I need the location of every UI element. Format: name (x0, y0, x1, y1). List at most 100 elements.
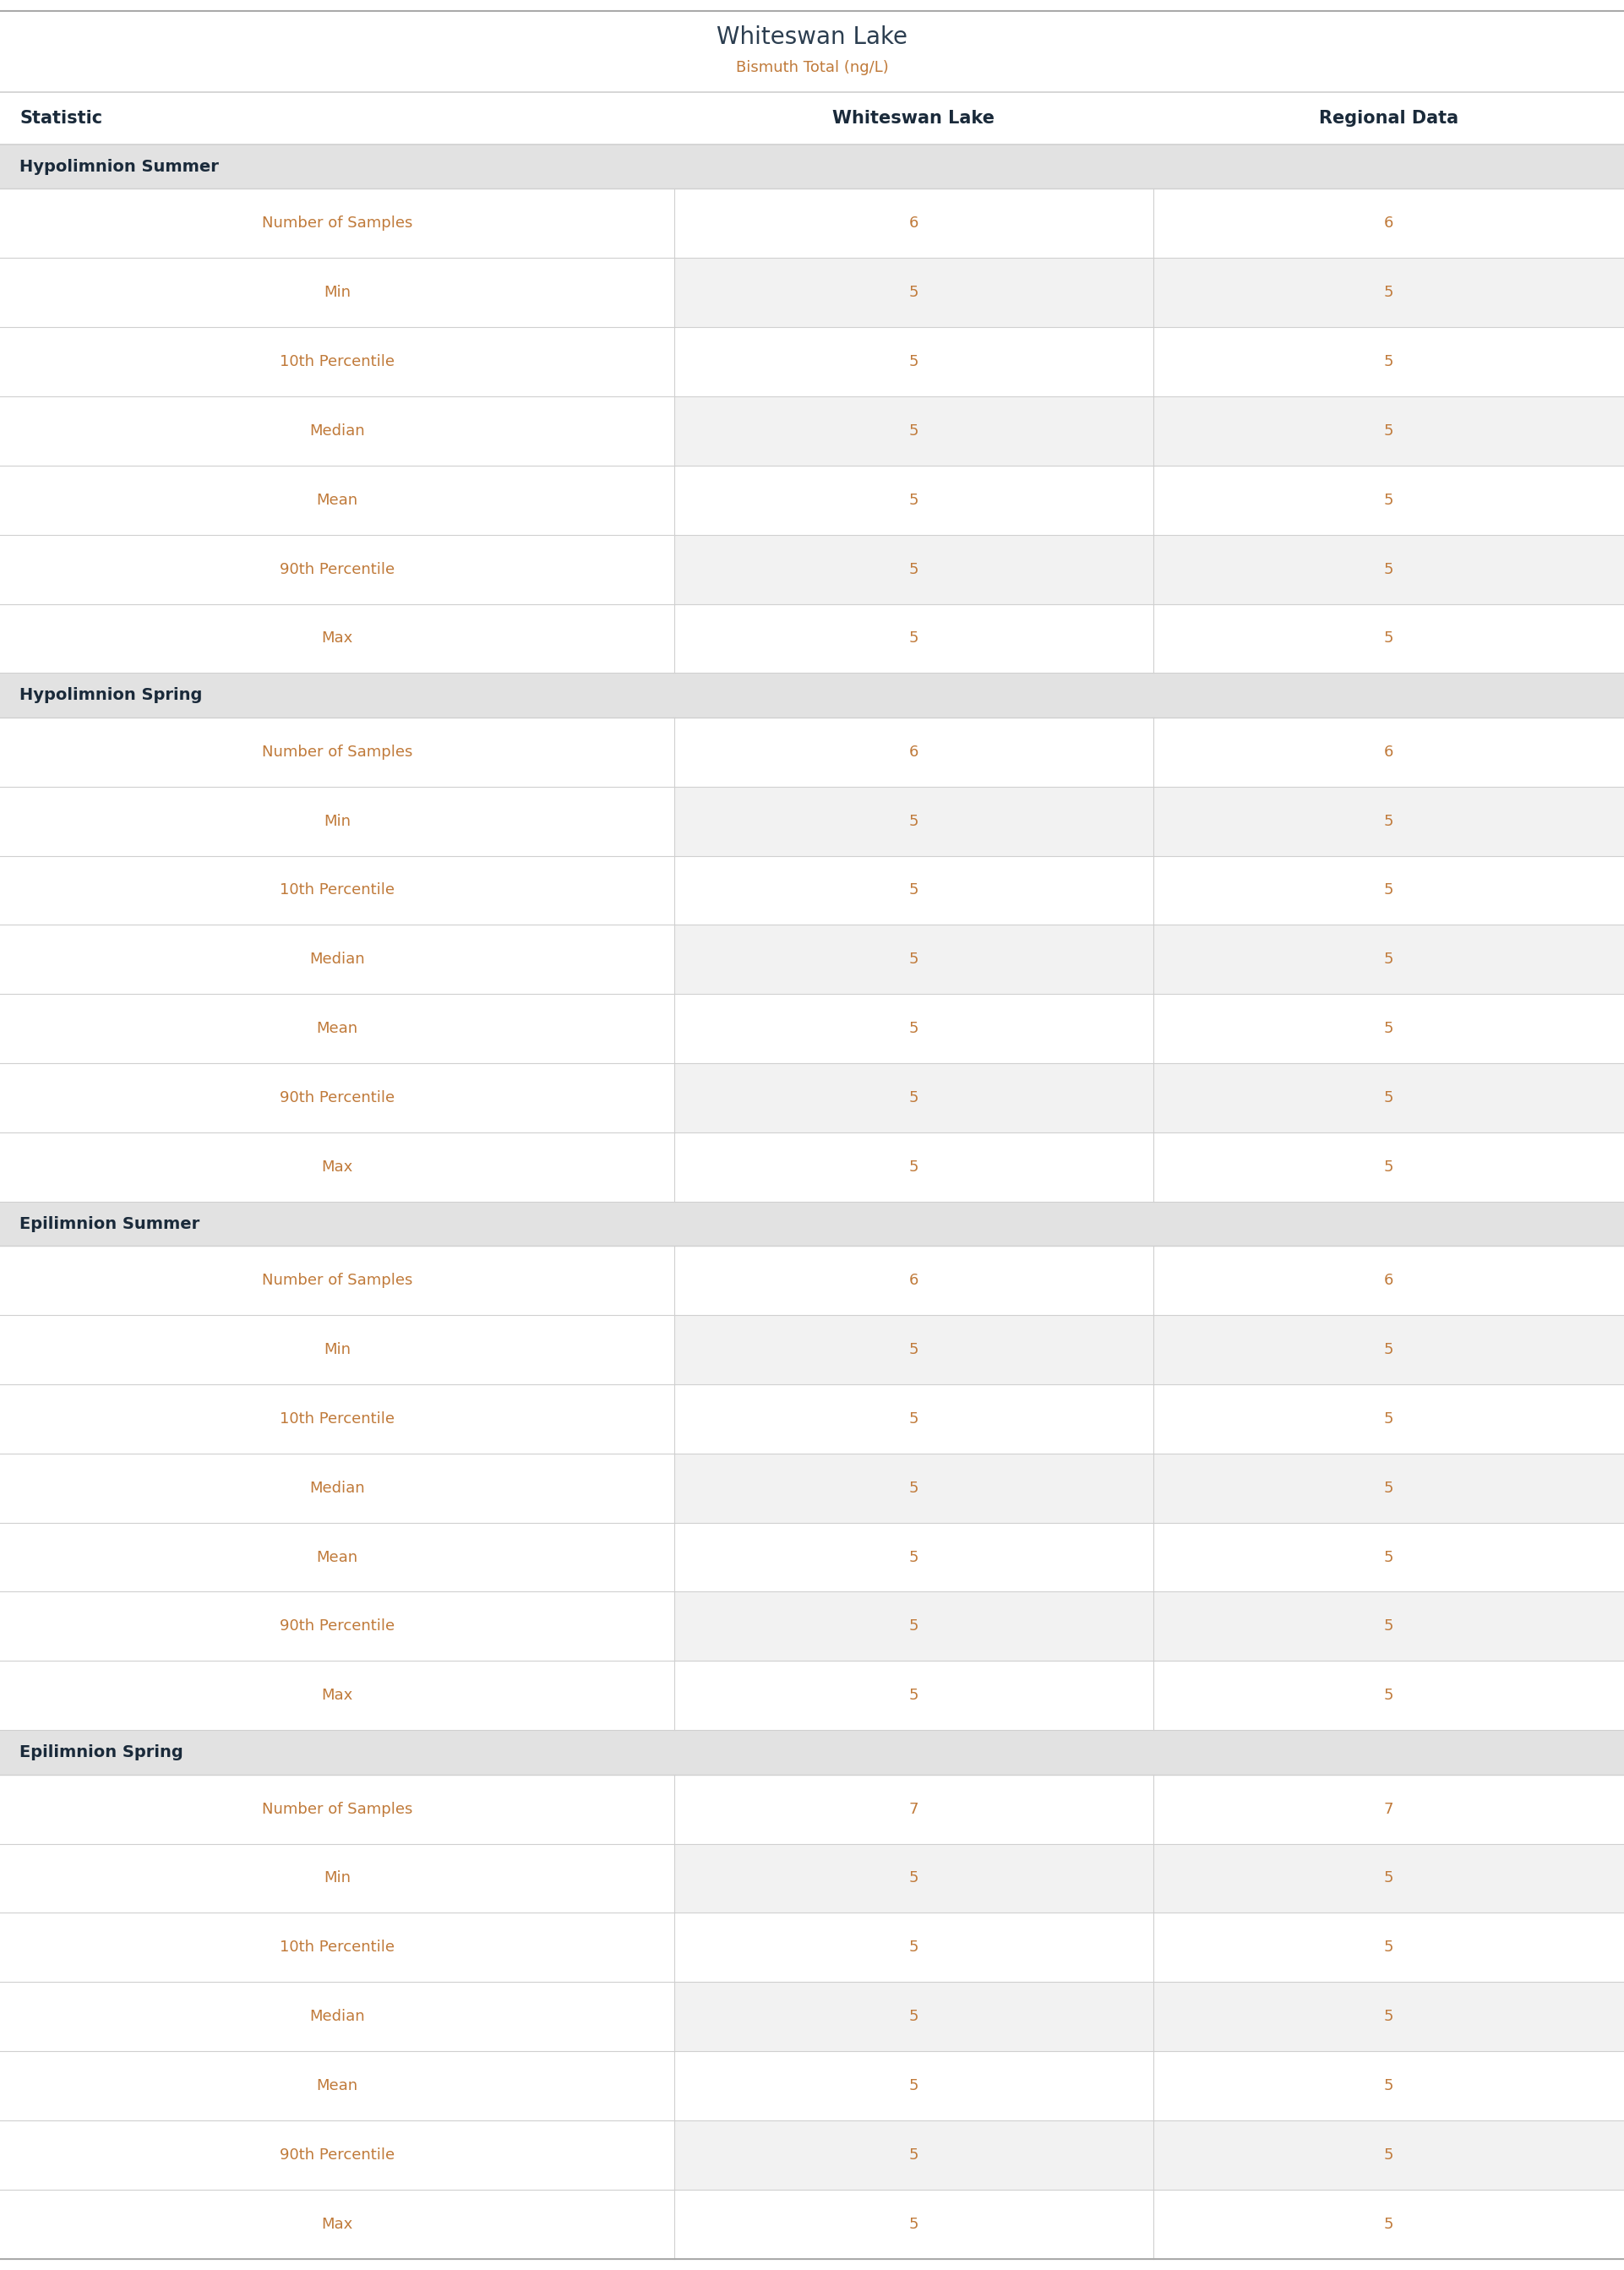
Text: 5: 5 (909, 813, 918, 829)
Text: Mean: Mean (317, 2077, 357, 2093)
Bar (0, 2191, 674, 2259)
Text: 6: 6 (909, 216, 918, 232)
Bar (0, 259, 674, 327)
Bar (0, 717, 674, 785)
Bar (674, 188, 1624, 259)
Text: 10th Percentile: 10th Percentile (279, 354, 395, 370)
Text: 5: 5 (1384, 951, 1393, 967)
Text: Min: Min (323, 1870, 351, 1886)
Bar (674, 994, 1624, 1062)
Text: 6: 6 (909, 1273, 918, 1287)
Bar (0, 327, 674, 397)
Text: Number of Samples: Number of Samples (261, 216, 412, 232)
Text: 5: 5 (1384, 2216, 1393, 2231)
Text: 5: 5 (1384, 493, 1393, 508)
Text: 5: 5 (909, 2147, 918, 2163)
Bar (674, 2120, 1624, 2191)
Text: 5: 5 (1384, 354, 1393, 370)
Text: Bismuth Total (ng/L): Bismuth Total (ng/L) (736, 61, 888, 75)
Text: 5: 5 (1384, 1342, 1393, 1357)
Bar (0, 536, 674, 604)
Bar (0, 465, 674, 536)
Bar (0, 1914, 674, 1982)
Text: 5: 5 (909, 2216, 918, 2231)
Text: 6: 6 (1384, 745, 1393, 760)
Bar (674, 1314, 1624, 1385)
Text: 5: 5 (1384, 1412, 1393, 1426)
Text: 5: 5 (1384, 1090, 1393, 1105)
Text: 5: 5 (909, 1412, 918, 1426)
Bar (674, 2191, 1624, 2259)
Text: Min: Min (323, 286, 351, 300)
Bar (0, 1133, 674, 1201)
Bar (0, 1246, 674, 1314)
Text: 5: 5 (909, 1022, 918, 1035)
Bar (674, 1662, 1624, 1730)
Text: 5: 5 (1384, 1480, 1393, 1496)
Text: 6: 6 (909, 745, 918, 760)
Bar (674, 1133, 1624, 1201)
Bar (674, 604, 1624, 672)
Text: Median: Median (309, 422, 365, 438)
Bar (674, 717, 1624, 785)
Text: 10th Percentile: 10th Percentile (279, 883, 395, 899)
Bar (674, 259, 1624, 327)
Text: Min: Min (323, 813, 351, 829)
Bar (674, 1914, 1624, 1982)
Bar (0, 1453, 674, 1523)
Bar (0, 1385, 674, 1453)
Bar (674, 536, 1624, 604)
Text: Median: Median (309, 1480, 365, 1496)
Text: 7: 7 (909, 1802, 918, 1816)
Text: 6: 6 (1384, 216, 1393, 232)
Text: Number of Samples: Number of Samples (261, 1273, 412, 1287)
Text: 5: 5 (909, 951, 918, 967)
Bar (674, 856, 1624, 924)
Text: 5: 5 (1384, 1619, 1393, 1634)
Text: Epilimnion Summer: Epilimnion Summer (19, 1217, 200, 1233)
Bar (674, 1843, 1624, 1914)
Text: 5: 5 (909, 2077, 918, 2093)
Text: 5: 5 (1384, 813, 1393, 829)
Bar (0, 1314, 674, 1385)
Bar (0, 1843, 674, 1914)
Text: 90th Percentile: 90th Percentile (279, 2147, 395, 2163)
Text: 5: 5 (909, 422, 918, 438)
Text: 5: 5 (909, 561, 918, 577)
Text: 5: 5 (1384, 1022, 1393, 1035)
Bar (674, 785, 1624, 856)
Text: 5: 5 (909, 631, 918, 647)
Text: 5: 5 (1384, 2077, 1393, 2093)
Bar (674, 1062, 1624, 1133)
Text: 90th Percentile: 90th Percentile (279, 1619, 395, 1634)
Text: Max: Max (322, 631, 352, 647)
Text: Number of Samples: Number of Samples (261, 1802, 412, 1816)
Text: 5: 5 (909, 1941, 918, 1954)
Text: 5: 5 (909, 1342, 918, 1357)
Bar (674, 924, 1624, 994)
Bar (674, 2052, 1624, 2120)
Text: 5: 5 (909, 1870, 918, 1886)
Text: 5: 5 (1384, 1870, 1393, 1886)
Text: 5: 5 (909, 1480, 918, 1496)
Text: 5: 5 (909, 286, 918, 300)
Text: Median: Median (309, 951, 365, 967)
Text: 5: 5 (909, 883, 918, 899)
Text: Min: Min (323, 1342, 351, 1357)
Text: 5: 5 (1384, 631, 1393, 647)
Text: 5: 5 (909, 1090, 918, 1105)
Bar (674, 1453, 1624, 1523)
Text: 5: 5 (1384, 561, 1393, 577)
Bar (0, 924, 674, 994)
Text: Whiteswan Lake: Whiteswan Lake (716, 25, 908, 50)
Text: 5: 5 (1384, 422, 1393, 438)
Text: 5: 5 (1384, 1689, 1393, 1702)
Text: 6: 6 (1384, 1273, 1393, 1287)
Bar (674, 465, 1624, 536)
Bar (0, 1201, 1624, 1246)
Bar (674, 1775, 1624, 1843)
Text: 5: 5 (909, 2009, 918, 2025)
Bar (0, 1730, 1624, 1775)
Text: 7: 7 (1384, 1802, 1393, 1816)
Text: 5: 5 (1384, 1941, 1393, 1954)
